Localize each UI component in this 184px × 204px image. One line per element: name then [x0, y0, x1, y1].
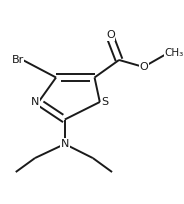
Text: N: N	[61, 139, 69, 149]
Text: S: S	[102, 97, 109, 107]
Text: N: N	[31, 97, 39, 107]
Text: Br: Br	[11, 55, 24, 65]
Text: O: O	[139, 62, 148, 72]
Text: CH₃: CH₃	[164, 48, 184, 58]
Text: O: O	[106, 30, 115, 40]
